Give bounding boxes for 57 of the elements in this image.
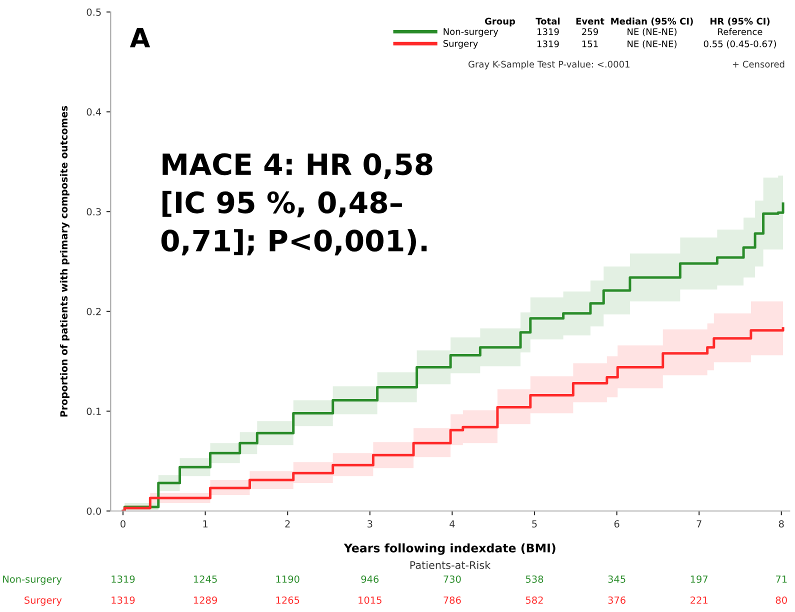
text: 80 [776, 596, 787, 604]
annotation: Event [576, 18, 604, 25]
x-tick-label: 6 [614, 520, 620, 528]
text: 197 [690, 575, 708, 583]
text: 730 [444, 575, 461, 583]
annotation: + Censored [732, 60, 784, 68]
text: 538 [526, 575, 544, 583]
annotation: 151 [582, 40, 598, 48]
text: 345 [608, 575, 626, 583]
x-tick-label: 5 [532, 520, 537, 528]
text: 582 [526, 596, 543, 604]
annotation: 259 [582, 28, 598, 36]
legend-label: Non-surgery [444, 28, 498, 37]
annotation: MACE 4: HR 0,58 [IC 95 %, 0,48– 0,71]; P<0,001). [161, 153, 432, 256]
x-tick-label: 8 [778, 520, 784, 528]
text: 221 [690, 596, 708, 604]
x-tick-label: 4 [450, 520, 455, 528]
text: 946 [361, 575, 379, 583]
text: 786 [444, 596, 461, 604]
x-tick-label: 7 [696, 520, 702, 528]
y-tick-label: 0.3 [86, 208, 101, 216]
x-tick-label: 0 [120, 520, 126, 528]
annotation: Gray K-Sample Test P-value: <.0001 [468, 60, 630, 70]
annotation: 1319 [538, 28, 559, 36]
text: 1190 [276, 575, 300, 583]
x-tick-label: 2 [285, 520, 290, 528]
legend-label: Surgery [443, 40, 478, 49]
text: Patients-at-Risk [410, 560, 491, 570]
y-tick-label: 0.4 [86, 108, 102, 116]
text: Surgery [24, 596, 62, 606]
text: 1289 [194, 596, 217, 604]
annotation: 1319 [538, 40, 559, 48]
text: 376 [608, 596, 626, 604]
text: Non-surgery [3, 576, 62, 585]
annotation: Group [484, 18, 516, 26]
annotation: 0.55 (0.45-0.67) [704, 40, 776, 48]
annotation: Median (95% CI) [611, 18, 693, 26]
y-tick-label: 0.0 [86, 507, 101, 515]
y-axis-title: Proportion of patients with primary composite outcomes [60, 106, 70, 417]
x-tick-label: 1 [203, 520, 208, 528]
y-tick-label: 0.2 [86, 308, 101, 316]
y-tick-label: 0.1 [86, 408, 101, 416]
text: 1319 [112, 575, 135, 583]
y-tick-label: 0.5 [86, 8, 101, 16]
annotation: Total [536, 18, 560, 25]
text: 71 [776, 576, 787, 583]
text: 1245 [194, 575, 217, 583]
x-axis-title: Years following indexdate (BMI) [344, 543, 556, 555]
annotation: Reference [718, 28, 762, 36]
annotation: A [130, 28, 150, 48]
annotation: NE (NE-NE) [628, 40, 676, 48]
text: 1015 [358, 596, 382, 604]
text: 1265 [276, 596, 300, 604]
x-tick-label: 3 [368, 520, 372, 528]
text: 1319 [112, 596, 135, 604]
annotation: NE (NE-NE) [628, 28, 676, 36]
annotation: HR (95% CI) [710, 18, 770, 26]
